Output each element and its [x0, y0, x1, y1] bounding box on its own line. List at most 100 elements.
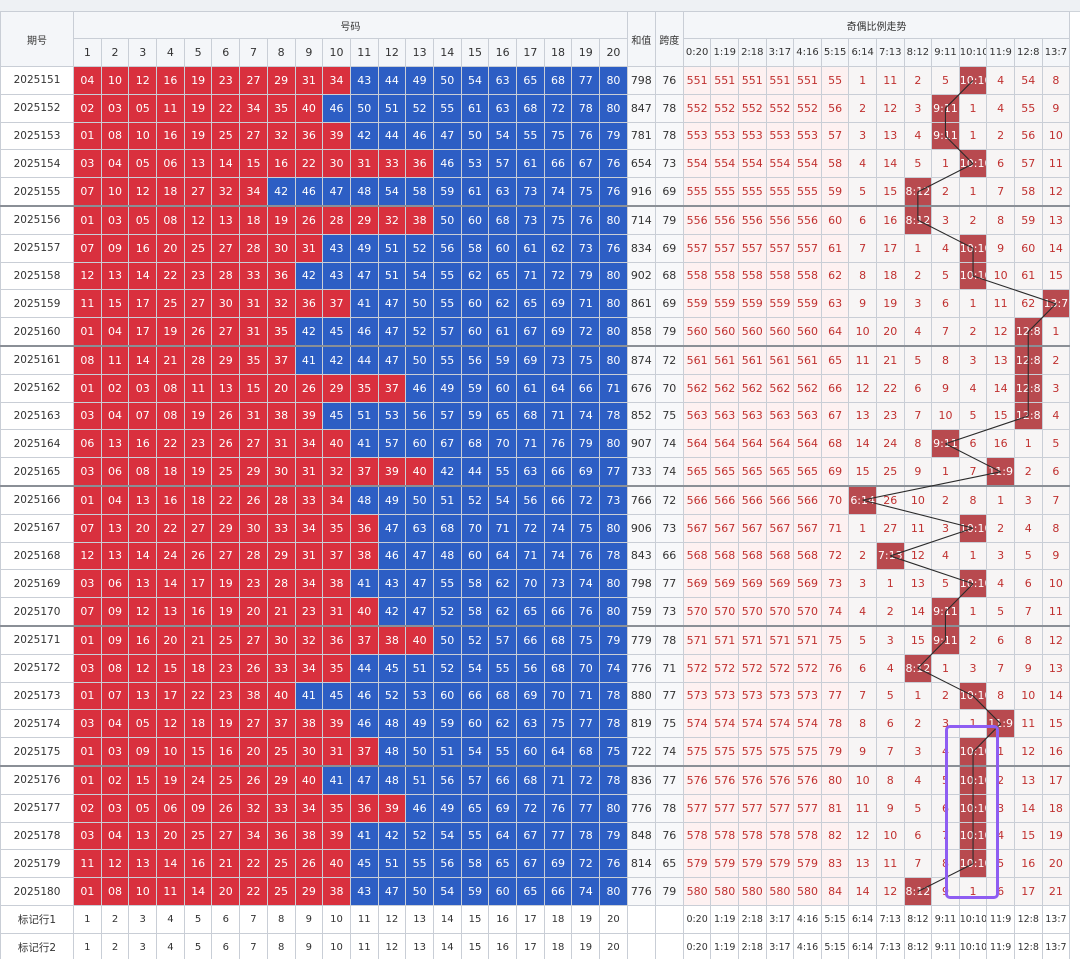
number-cell: 18: [156, 177, 185, 207]
marker-number-cell[interactable]: 19: [571, 932, 601, 959]
marker-ratio-cell[interactable]: 0:20: [682, 904, 712, 934]
marker-number-cell[interactable]: 16: [488, 932, 517, 959]
marker-number-cell[interactable]: 17: [516, 932, 545, 959]
number-column-header: 3: [128, 38, 158, 67]
marker-number-cell[interactable]: 6: [211, 932, 241, 959]
marker-number-cell[interactable]: 4: [156, 904, 185, 934]
marker-number-cell[interactable]: 4: [156, 932, 185, 959]
marker-number-cell[interactable]: 12: [377, 932, 407, 959]
marker-number-cell[interactable]: 20: [599, 932, 628, 959]
marker-ratio-cell[interactable]: 3:17: [765, 904, 795, 934]
marker-ratio-cell[interactable]: 4:16: [793, 904, 822, 934]
issue-cell: 2025152: [0, 93, 74, 123]
marker-ratio-cell[interactable]: 9:11: [931, 932, 960, 959]
number-cell: 78: [599, 709, 628, 739]
marker-number-cell[interactable]: 5: [183, 932, 213, 959]
number-cell: 16: [156, 484, 185, 515]
marker-number-cell[interactable]: 8: [266, 932, 296, 959]
marker-ratio-cell[interactable]: 13:7: [1041, 932, 1071, 959]
number-cell: 19: [211, 597, 241, 627]
number-column-header: 9: [294, 38, 324, 67]
ratio-miss-cell: 79: [820, 737, 850, 767]
marker-number-cell[interactable]: 2: [100, 932, 130, 959]
number-cell: 29: [266, 764, 296, 795]
marker-number-cell[interactable]: 1: [73, 904, 102, 934]
number-cell: 03: [128, 373, 158, 403]
number-cell: 06: [156, 149, 185, 179]
number-cell: 17: [183, 569, 213, 599]
ratio-miss-cell: 563: [682, 401, 712, 431]
marker-ratio-cell[interactable]: 2:18: [738, 904, 767, 934]
marker-ratio-cell[interactable]: 11:9: [986, 932, 1015, 959]
marker-ratio-cell[interactable]: 6:14: [848, 904, 877, 934]
marker-number-cell[interactable]: 19: [571, 904, 601, 934]
marker-number-cell[interactable]: 9: [294, 904, 324, 934]
ratio-miss-cell: 2: [958, 317, 988, 347]
marker-number-cell[interactable]: 13: [405, 932, 434, 959]
number-cell: 22: [156, 513, 185, 543]
marker-ratio-cell[interactable]: 0:20: [682, 932, 712, 959]
marker-number-cell[interactable]: 2: [100, 904, 130, 934]
ratio-miss-cell: 1: [848, 513, 877, 543]
marker-ratio-cell[interactable]: 6:14: [848, 932, 877, 959]
marker-number-cell[interactable]: 10: [322, 904, 351, 934]
marker-ratio-cell[interactable]: 9:11: [931, 904, 960, 934]
marker-ratio-cell[interactable]: 12:8: [1013, 932, 1043, 959]
marker-ratio-cell[interactable]: 7:13: [875, 904, 905, 934]
marker-number-cell[interactable]: 11: [349, 904, 379, 934]
number-cell: 40: [294, 93, 324, 123]
marker-number-cell[interactable]: 8: [266, 904, 296, 934]
marker-ratio-cell[interactable]: 2:18: [738, 932, 767, 959]
marker-number-cell[interactable]: 6: [211, 904, 241, 934]
marker-ratio-cell[interactable]: 13:7: [1041, 904, 1071, 934]
marker-ratio-cell[interactable]: 12:8: [1013, 904, 1043, 934]
marker-ratio-cell[interactable]: 1:19: [710, 932, 739, 959]
marker-number-cell[interactable]: 9: [294, 932, 324, 959]
marker-number-cell[interactable]: 3: [128, 904, 158, 934]
marker-number-cell[interactable]: 12: [377, 904, 407, 934]
marker-number-cell[interactable]: 10: [322, 932, 351, 959]
marker-number-cell[interactable]: 15: [460, 932, 490, 959]
number-cell: 73: [543, 569, 573, 599]
marker-number-cell[interactable]: 16: [488, 904, 517, 934]
marker-number-cell[interactable]: 13: [405, 904, 434, 934]
marker-ratio-cell[interactable]: 8:12: [903, 904, 933, 934]
marker-number-cell[interactable]: 20: [599, 904, 628, 934]
marker-ratio-cell[interactable]: 8:12: [903, 932, 933, 959]
number-cell: 72: [571, 317, 601, 347]
marker-number-cell[interactable]: 14: [432, 904, 462, 934]
marker-ratio-cell[interactable]: 10:10: [958, 904, 988, 934]
marker-ratio-cell[interactable]: 3:17: [765, 932, 795, 959]
number-cell: 42: [294, 317, 324, 347]
marker-ratio-cell[interactable]: 4:16: [793, 932, 822, 959]
marker-number-cell[interactable]: 18: [543, 904, 573, 934]
number-cell: 35: [322, 793, 351, 823]
ratio-hit-cell: 10:10: [958, 849, 988, 879]
marker-ratio-cell[interactable]: 11:9: [986, 904, 1015, 934]
marker-number-cell[interactable]: 18: [543, 932, 573, 959]
marker-number-cell[interactable]: 7: [239, 904, 268, 934]
number-cell: 50: [349, 93, 379, 123]
marker-number-cell[interactable]: 7: [239, 932, 268, 959]
number-cell: 55: [432, 344, 462, 375]
span-cell: 78: [654, 793, 684, 823]
marker-ratio-cell[interactable]: 5:15: [820, 904, 850, 934]
marker-number-cell[interactable]: 17: [516, 904, 545, 934]
marker-number-cell[interactable]: 15: [460, 904, 490, 934]
marker-number-cell[interactable]: 11: [349, 932, 379, 959]
marker-number-cell[interactable]: 5: [183, 904, 213, 934]
ratio-miss-cell: 5: [1013, 541, 1043, 571]
ratio-miss-cell: 575: [682, 737, 712, 767]
marker-number-cell[interactable]: 3: [128, 932, 158, 959]
number-cell: 60: [488, 233, 517, 263]
marker-number-cell[interactable]: 14: [432, 932, 462, 959]
span-header: 跨度: [654, 11, 684, 67]
marker-ratio-cell[interactable]: 7:13: [875, 932, 905, 959]
marker-ratio-cell[interactable]: 10:10: [958, 932, 988, 959]
marker-number-cell[interactable]: 1: [73, 932, 102, 959]
number-cell: 47: [405, 569, 434, 599]
marker-ratio-cell[interactable]: 5:15: [820, 932, 850, 959]
number-cell: 09: [100, 233, 130, 263]
marker-ratio-cell[interactable]: 1:19: [710, 904, 739, 934]
data-row: 2025172 03 08 12 15 18 23 26 33 34 35 44 45 51 52 54 55 5…: [0, 653, 1071, 683]
